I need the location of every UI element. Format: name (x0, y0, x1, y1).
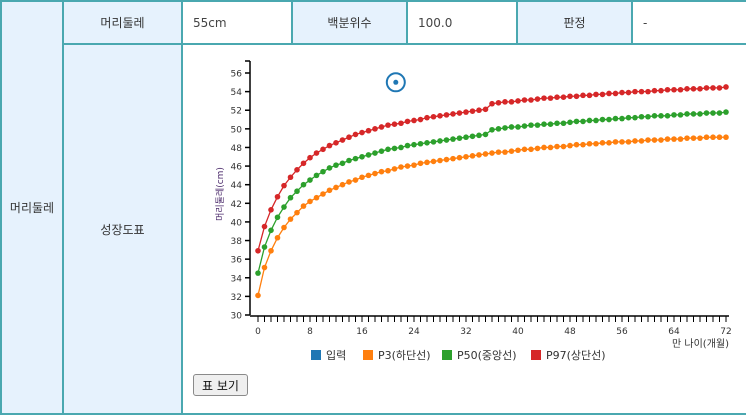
legend-label: P3(하단선) (378, 348, 431, 362)
x-tick-label: 64 (668, 327, 680, 337)
chart-label: 성장도표 (62, 43, 183, 415)
percentile-value: 100.0 (406, 0, 518, 45)
judgement-value: - (631, 0, 746, 45)
x-tick-label: 8 (307, 327, 313, 337)
y-tick-label: 30 (231, 312, 243, 322)
x-tick-label: 16 (356, 327, 368, 337)
y-axis-label: 머리둘레(cm) (215, 167, 226, 221)
axes: 30 32 34 36 38 40 42 44 46 48 50 52 54 56 0 8 16 24 32 40 48… (215, 60, 732, 350)
x-tick-label: 56 (616, 327, 628, 337)
x-tick-label: 32 (460, 327, 471, 337)
input-marker (385, 72, 406, 93)
legend-label: P97(상단선) (546, 349, 606, 362)
x-tick-label: 40 (512, 327, 524, 337)
series-p97 (255, 84, 729, 254)
y-tick-label: 48 (231, 144, 243, 154)
y-tick-label: 38 (231, 237, 243, 247)
y-tick-label: 40 (231, 218, 243, 228)
y-tick-label: 36 (231, 256, 243, 266)
percentile-label: 백분위수 (291, 0, 408, 45)
x-tick-label: 48 (564, 327, 576, 337)
legend-label: P50(중앙선) (457, 349, 517, 362)
measure-value: 55cm (181, 0, 293, 45)
legend-swatch (531, 350, 541, 360)
y-tick-label: 34 (231, 274, 243, 284)
growth-chart: 30 32 34 36 38 40 42 44 46 48 50 52 54 56 0 8 16 24 32 40 48… (215, 60, 732, 362)
y-tick-label: 42 (231, 200, 242, 210)
growth-chart-cell: 30 32 34 36 38 40 42 44 46 48 50 52 54 56 0 8 16 24 32 40 48… (181, 43, 746, 415)
y-tick-label: 52 (231, 107, 242, 117)
x-tick-label: 24 (408, 327, 420, 337)
y-tick-label: 44 (231, 181, 243, 191)
measure-label: 머리둘레 (62, 0, 183, 45)
y-tick-label: 56 (231, 70, 243, 80)
series-p50 (255, 109, 729, 276)
y-tick-label: 50 (231, 125, 243, 135)
x-tick-label: 72 (720, 327, 731, 337)
view-table-button[interactable]: 표 보기 (193, 374, 248, 396)
legend-swatch (442, 350, 452, 360)
y-tick-label: 54 (231, 88, 243, 98)
judgement-label: 판정 (516, 0, 633, 45)
x-axis-label: 만 나이(개월) (672, 338, 729, 350)
legend-swatch (311, 350, 321, 360)
chart-legend: 입력 P3(하단선) P50(중앙선) P97(상단선) (311, 348, 606, 362)
legend-label: 입력 (326, 349, 346, 362)
series-p3 (255, 134, 729, 299)
y-tick-label: 46 (231, 163, 243, 173)
y-tick-label: 32 (231, 293, 242, 303)
x-tick-label: 0 (255, 327, 261, 337)
legend-swatch (363, 350, 373, 360)
section-label: 머리둘레 (0, 0, 64, 415)
